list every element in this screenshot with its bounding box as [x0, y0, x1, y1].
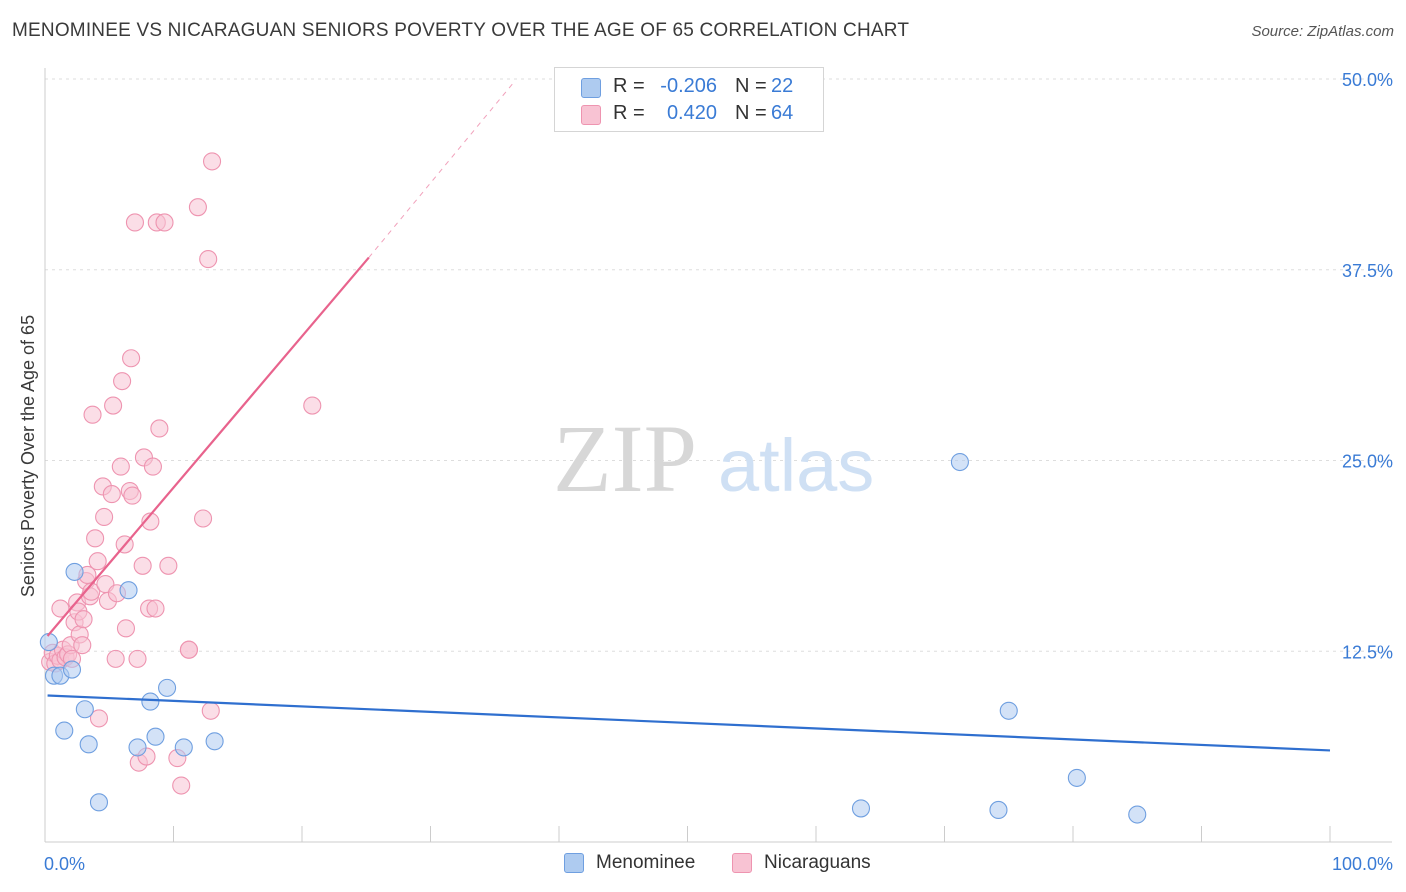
- nicaraguans-point: [141, 512, 160, 531]
- nicaraguans-point: [128, 649, 147, 668]
- nicaraguans-point: [125, 213, 144, 232]
- nicaraguans-point: [116, 619, 136, 638]
- legend-row-menominee: R = -0.206 N = 22: [555, 74, 823, 100]
- watermark: ZIP atlas: [553, 405, 874, 512]
- y-tick-label: 25.0%: [1342, 452, 1393, 472]
- nicaraguans-point: [201, 701, 220, 720]
- y-tick-label: 12.5%: [1342, 642, 1393, 662]
- x-tick-label-left: 0.0%: [44, 854, 85, 874]
- nicaraguans-point: [51, 599, 70, 618]
- nicaraguans-point: [89, 709, 109, 728]
- menominee-point: [141, 692, 160, 711]
- bottom-legend-swatch-nicaraguans: [732, 853, 752, 873]
- nicaraguans-point: [303, 396, 322, 415]
- menominee-point: [989, 800, 1008, 820]
- menominee-point: [65, 562, 84, 581]
- legend-swatch-nicaraguans: [581, 105, 601, 125]
- menominee-point: [79, 735, 98, 754]
- menominee-point: [75, 700, 94, 719]
- gridlines: [45, 78, 1392, 652]
- bottom-legend-label: Menominee: [596, 852, 696, 873]
- menominee-point: [205, 732, 224, 751]
- nicaraguans-point: [106, 649, 125, 668]
- legend-row-nicaraguans: R = 0.420 N = 64: [555, 101, 823, 127]
- nicaraguans-trend-extension: [368, 81, 515, 258]
- nicaraguans-point: [88, 552, 107, 571]
- nicaraguans-trend-line: [46, 256, 370, 637]
- chart-source: Source: ZipAtlas.com: [1251, 23, 1394, 40]
- watermark-atlas: atlas: [718, 424, 874, 507]
- nicaraguans-point: [74, 610, 93, 629]
- nicaraguans-point: [199, 250, 218, 269]
- trend-lines: [46, 81, 1331, 752]
- nicaraguans-point: [86, 529, 105, 548]
- legend-n-value: 22: [771, 75, 794, 97]
- nicaraguans-point: [102, 485, 121, 504]
- nicaraguans-point: [146, 599, 165, 618]
- nicaraguans-point: [133, 556, 152, 575]
- nicaraguans-point: [83, 405, 102, 424]
- bottom-legend-swatch-menominee: [564, 853, 584, 873]
- legend-r-label: R =: [613, 75, 645, 97]
- legend-n-label: N =: [735, 75, 767, 97]
- chart-title: MENOMINEE VS NICARAGUAN SENIORS POVERTY …: [12, 20, 910, 41]
- data-points: [39, 152, 1147, 824]
- nicaraguans-point: [159, 556, 178, 575]
- menominee-point: [1067, 768, 1086, 787]
- legend-swatch-menominee: [581, 78, 601, 98]
- nicaraguans-point: [188, 198, 207, 217]
- menominee-point: [158, 678, 177, 697]
- menominee-point: [119, 581, 138, 600]
- menominee-trend-line: [47, 694, 1331, 752]
- tick-labels: 12.5% 25.0% 37.5% 50.0% 0.0% 100.0%: [44, 70, 1393, 874]
- menominee-point: [128, 738, 147, 757]
- nicaraguans-point: [143, 457, 162, 476]
- legend-n-value: 64: [771, 102, 794, 124]
- nicaraguans-point: [172, 776, 191, 795]
- menominee-point: [950, 452, 969, 472]
- x-tick-label-right: 100.0%: [1332, 854, 1393, 874]
- legend-r-label: R =: [613, 102, 645, 124]
- legend-r-value: -0.206: [660, 75, 717, 97]
- nicaraguans-point: [123, 486, 142, 505]
- menominee-point: [146, 727, 165, 746]
- menominee-point: [55, 721, 74, 740]
- menominee-point: [174, 738, 193, 757]
- legend-r-value: 0.420: [666, 102, 717, 124]
- nicaraguans-point: [179, 640, 198, 659]
- nicaraguans-point: [150, 419, 169, 438]
- axes: [44, 68, 1392, 843]
- y-tick-label: 37.5%: [1342, 261, 1393, 281]
- nicaraguans-point: [104, 396, 123, 415]
- nicaraguans-point: [73, 636, 92, 655]
- nicaraguans-point: [194, 509, 213, 528]
- nicaraguans-point: [203, 152, 222, 171]
- legend-n-label: N =: [735, 102, 767, 124]
- y-axis-label: Seniors Poverty Over the Age of 65: [18, 315, 38, 597]
- y-tick-label: 50.0%: [1342, 70, 1393, 90]
- menominee-point: [1128, 805, 1147, 824]
- menominee-point: [999, 701, 1018, 720]
- nicaraguans-point: [155, 213, 174, 232]
- correlation-legend: R = -0.206 N = 22 R = 0.420 N = 64: [554, 67, 824, 132]
- menominee-point: [89, 793, 109, 812]
- nicaraguans-point: [122, 349, 141, 368]
- watermark-zip: ZIP: [553, 405, 697, 512]
- menominee-point: [62, 660, 82, 679]
- nicaraguans-point: [95, 507, 114, 527]
- nicaraguans-point: [111, 457, 130, 476]
- bottom-legend-label: Nicaraguans: [764, 852, 871, 873]
- nicaraguans-point: [113, 372, 132, 391]
- menominee-point: [851, 799, 871, 818]
